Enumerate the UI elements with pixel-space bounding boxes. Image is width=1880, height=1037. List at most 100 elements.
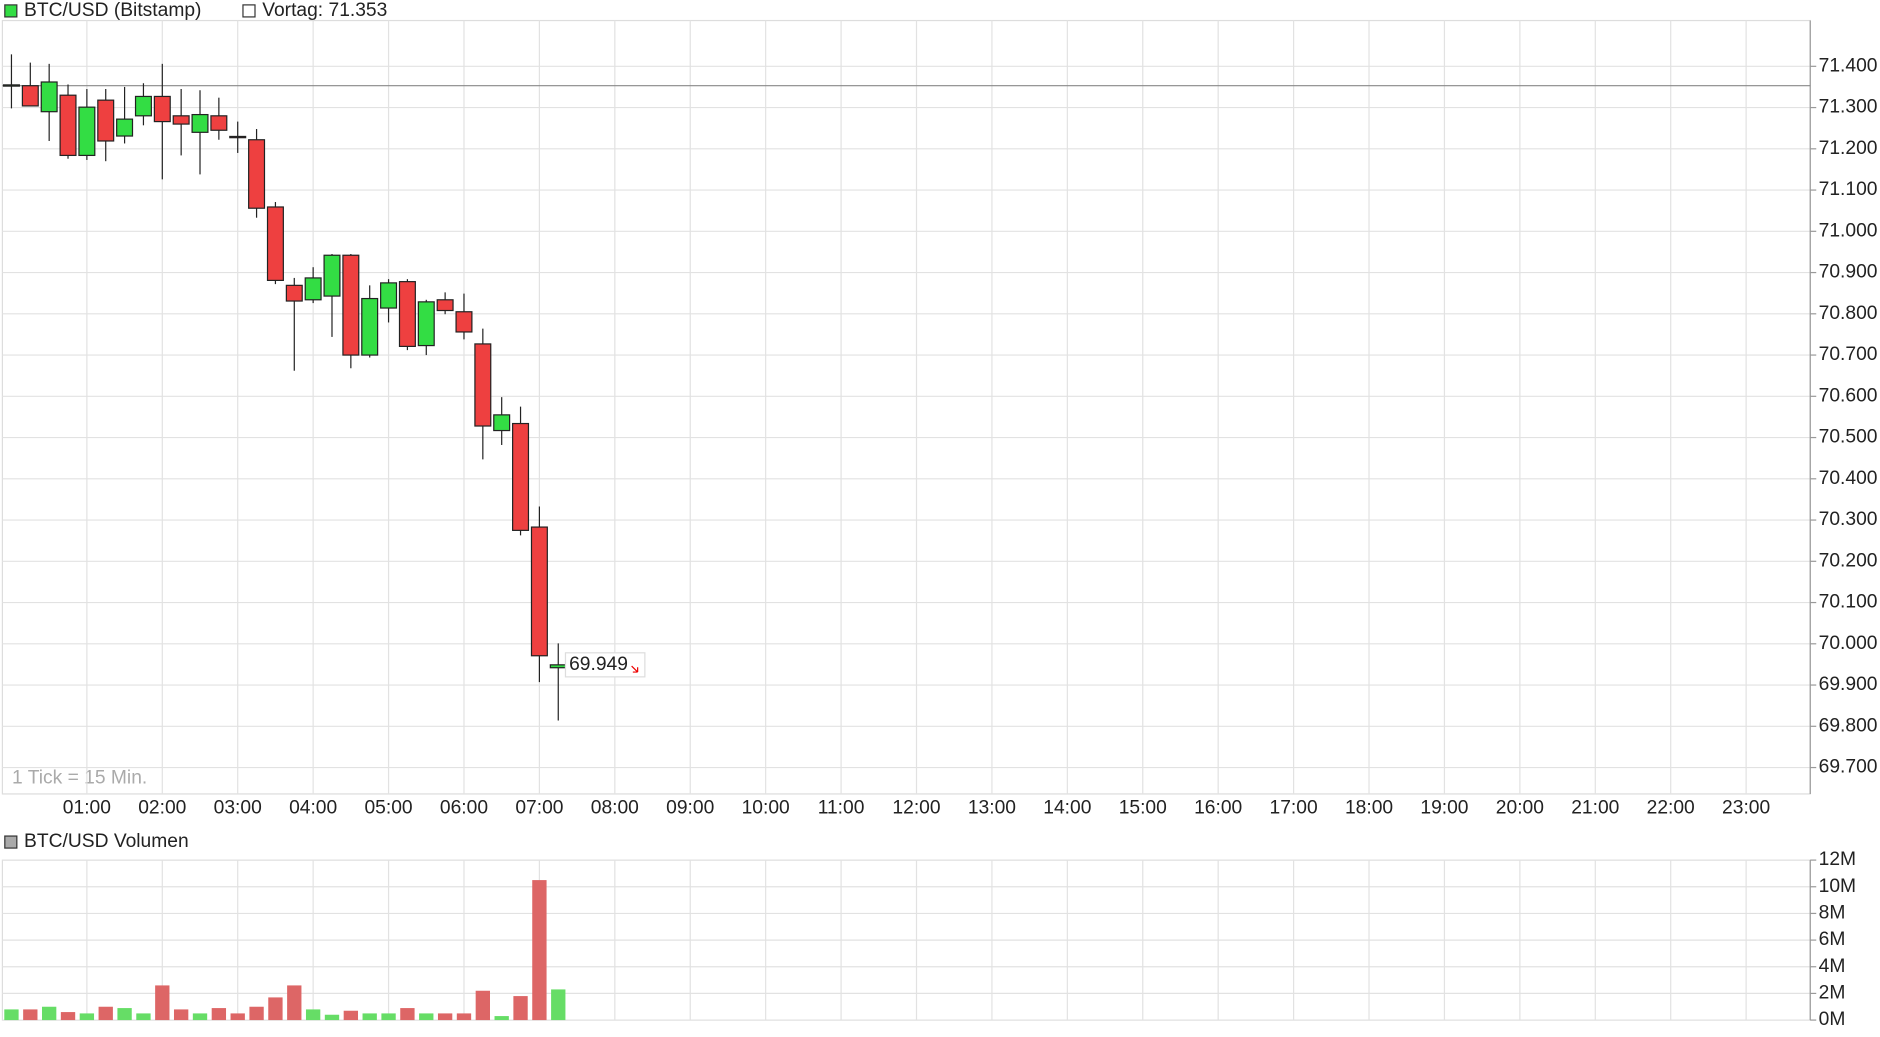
volume-bar [268,997,283,1021]
volume-bar [230,1013,245,1021]
x-tick-label: 08:00 [591,797,639,818]
y-tick-label: 8M [1819,903,1846,924]
y-tick-label: 70.200 [1819,550,1878,571]
x-tick-label: 03:00 [214,797,262,818]
candle-body [97,99,115,142]
volume-bar [287,985,302,1021]
candle-body [134,95,152,117]
x-tick-label: 01:00 [63,797,111,818]
volume-bar [551,989,566,1021]
volume-bar [211,1008,227,1021]
candle-body [380,282,398,309]
candle-body [285,284,303,302]
reference-label: Vortag: 71.353 [262,0,387,21]
y-tick-label: 6M [1819,929,1846,950]
reference-swatch [242,4,256,18]
candle-body [78,106,96,157]
candle-body [40,81,58,113]
x-tick-label: 17:00 [1270,797,1318,818]
y-tick-label: 71.100 [1819,179,1878,200]
volume-bar [400,1008,415,1021]
y-tick-label: 69.800 [1819,715,1878,736]
candle-body [2,84,20,87]
x-tick-label: 10:00 [742,797,790,818]
legend-swatch [4,4,18,18]
volume-bar [155,985,170,1021]
volume-bar [305,1009,321,1021]
x-tick-label: 12:00 [892,797,940,818]
volume-bar [98,1006,113,1021]
candle-body [549,664,567,669]
volume-bar [324,1014,340,1021]
candle-body [59,94,77,157]
volume-bar [437,1013,453,1021]
x-tick-label: 16:00 [1194,797,1242,818]
y-tick-label: 70.000 [1819,633,1878,654]
candle-body [248,139,266,209]
volume-bar [494,1016,509,1021]
candle-body [436,299,454,312]
y-tick-label: 69.700 [1819,757,1878,778]
volume-bar [60,1012,76,1021]
candle-body [191,113,209,133]
volume-bar [4,1009,19,1021]
candle-body [153,95,171,123]
y-tick-label: 69.900 [1819,674,1878,695]
volume-bar [513,996,528,1021]
y-tick-label: 71.400 [1819,55,1878,76]
plot-frame [1,19,1811,795]
x-tick-label: 04:00 [289,797,337,818]
price-title: BTC/USD (Bitstamp) [24,0,201,21]
y-tick-label: 70.400 [1819,468,1878,489]
candle-body [229,135,247,139]
last-price-box [564,652,646,678]
volume-bar [532,880,547,1021]
y-tick-label: 71.000 [1819,220,1878,241]
candle-body [172,115,190,125]
x-tick-label: 22:00 [1647,797,1695,818]
y-tick-label: 70.300 [1819,509,1878,530]
y-tick-label: 4M [1819,956,1846,977]
x-tick-label: 09:00 [666,797,714,818]
volume-title: BTC/USD Volumen [24,831,189,852]
candle-body [116,118,134,137]
volume-bar [136,1013,151,1021]
trend-arrow [631,665,639,673]
x-tick-label: 13:00 [968,797,1016,818]
y-tick-label: 70.100 [1819,592,1878,613]
volume-bar [23,1009,38,1021]
candle-body [304,277,322,301]
y-tick-label: 10M [1819,876,1856,897]
x-tick-label: 05:00 [364,797,412,818]
x-tick-label: 07:00 [515,797,563,818]
volume-bar [79,1013,95,1021]
candle-body [493,414,511,432]
candle-body [417,301,435,347]
x-tick-label: 20:00 [1496,797,1544,818]
x-tick-label: 14:00 [1043,797,1091,818]
candle-body [530,526,548,657]
y-tick-label: 70.700 [1819,344,1878,365]
x-tick-label: 15:00 [1119,797,1167,818]
volume-bar [249,1006,264,1021]
candle-body [21,85,39,107]
volume-bar [475,990,490,1021]
y-tick-label: 70.500 [1819,427,1878,448]
y-tick-label: 70.800 [1819,303,1878,324]
x-tick-label: 23:00 [1722,797,1770,818]
x-tick-label: 19:00 [1420,797,1468,818]
candle-body [210,115,228,131]
candle-body [342,254,360,356]
volume-bar [117,1008,132,1021]
volume-bar [456,1013,472,1021]
legend-swatch [4,835,18,849]
volume-bar [173,1009,189,1021]
volume-bar [42,1006,57,1021]
volume-bar [192,1013,208,1021]
y-tick-label: 0M [1819,1009,1846,1030]
x-tick-label: 02:00 [138,797,186,818]
candle-body [398,281,416,347]
x-tick-label: 18:00 [1345,797,1393,818]
y-tick-label: 2M [1819,982,1846,1003]
